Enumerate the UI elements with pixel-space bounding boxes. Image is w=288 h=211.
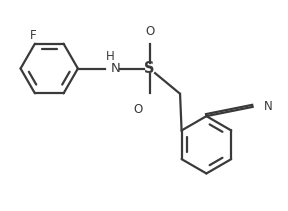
Text: O: O: [145, 24, 154, 38]
Text: H: H: [105, 50, 114, 62]
Text: N: N: [264, 100, 273, 113]
Text: S: S: [144, 61, 155, 76]
Text: F: F: [30, 29, 36, 42]
Text: N: N: [111, 62, 120, 75]
Text: O: O: [133, 103, 143, 116]
